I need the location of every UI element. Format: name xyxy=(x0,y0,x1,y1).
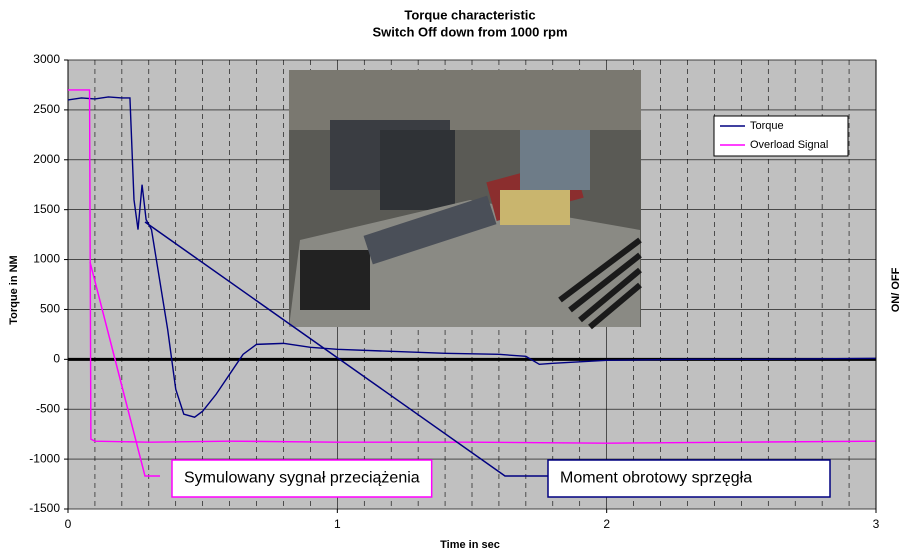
annotation-leader xyxy=(144,221,548,477)
y-tick-label: 1000 xyxy=(33,252,60,266)
y-tick-label: -1000 xyxy=(29,451,60,465)
y-tick-label: 0 xyxy=(53,352,60,366)
y-tick-label: -500 xyxy=(36,401,60,415)
legend xyxy=(713,115,849,157)
y-tick-label: 1500 xyxy=(33,202,60,216)
x-tick-label: 0 xyxy=(65,517,72,531)
x-tick-label: 1 xyxy=(334,517,341,531)
y-tick-label: 500 xyxy=(40,302,60,316)
annotation-box xyxy=(171,459,433,498)
photo-inset xyxy=(289,70,642,330)
x-axis-title: Time in sec xyxy=(440,539,500,551)
legend-label: Torque xyxy=(750,120,784,132)
y-tick-label: 2000 xyxy=(33,152,60,166)
marks xyxy=(67,89,877,444)
annotations: Symulowany sygnał przeciążenia Moment obr… xyxy=(89,221,831,498)
chart-title: Torque characteristic xyxy=(404,7,535,22)
chart-subtitle: Switch Off down from 1000 rpm xyxy=(372,24,567,39)
y-axis-title: Torque in NM xyxy=(8,255,20,324)
annotation-leader xyxy=(89,261,160,477)
annotation-text: Moment obrotowy sprzęgła xyxy=(560,470,752,487)
series-line xyxy=(67,96,877,418)
y-tick-label: 2500 xyxy=(33,102,60,116)
y-tick-label: -1500 xyxy=(29,501,60,515)
x-tick-label: 2 xyxy=(603,517,610,531)
legend-label: Overload Signal xyxy=(750,139,828,151)
y-tick-label: 3000 xyxy=(33,52,60,66)
legend-items: Torque Overload Signal xyxy=(720,120,828,151)
x-tick-label: 3 xyxy=(873,517,880,531)
annotation-text: Symulowany sygnał przeciążenia xyxy=(184,470,420,487)
annotation-box xyxy=(547,459,831,498)
series-line xyxy=(68,89,877,444)
y2-axis-title: ON/ OFF xyxy=(890,267,902,312)
